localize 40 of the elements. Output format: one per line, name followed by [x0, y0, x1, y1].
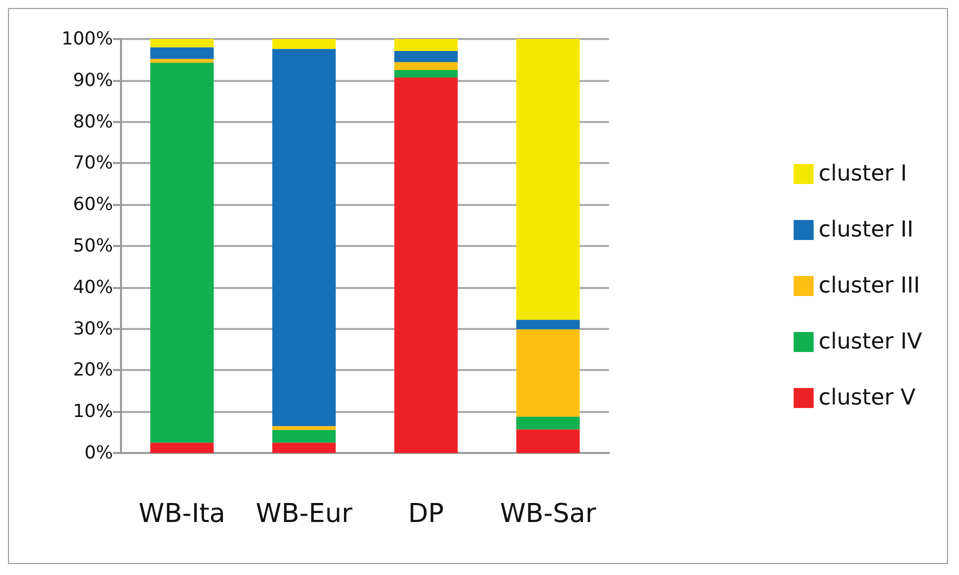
legend-label: cluster V [818, 386, 916, 410]
bar [150, 39, 214, 48]
y-tick-label: 50% [72, 236, 113, 256]
bar [394, 51, 458, 62]
bar [272, 426, 336, 430]
y-tick-label: 20% [72, 360, 113, 381]
bar [394, 39, 458, 52]
bar [150, 442, 214, 453]
y-tick-label: 70% [72, 152, 113, 174]
bar [272, 442, 336, 453]
bar [516, 320, 580, 330]
bar [150, 58, 214, 63]
y-tick-label: 0% [84, 442, 113, 464]
x-tick-label: WB-Sar [500, 499, 596, 529]
bar [272, 39, 336, 49]
bar [394, 62, 458, 70]
bar [150, 47, 214, 59]
legend-label: cluster II [818, 218, 914, 242]
y-tick-label: 10% [72, 401, 113, 422]
bar [394, 70, 458, 78]
bar [272, 48, 336, 426]
x-tick-label: WB-Eur [256, 499, 353, 529]
y-tick-label: 80% [72, 111, 113, 132]
y-tick-label: 60% [72, 194, 113, 216]
x-tick-label: DP [408, 499, 444, 529]
legend-label: cluster III [818, 274, 920, 298]
bar [516, 39, 580, 320]
y-tick-label: 40% [72, 276, 113, 298]
bar [272, 430, 336, 443]
bar [394, 78, 458, 453]
legend-label: cluster IV [818, 330, 922, 354]
bar [150, 62, 214, 443]
bar [516, 329, 580, 417]
legend-label: cluster I [818, 162, 907, 186]
y-tick-label: 90% [72, 70, 113, 91]
bar [516, 416, 580, 430]
y-tick-label: 100% [62, 28, 113, 50]
y-tick-label: 30% [72, 318, 113, 340]
x-tick-label: WB-Ita [138, 499, 226, 529]
bar [516, 429, 580, 453]
